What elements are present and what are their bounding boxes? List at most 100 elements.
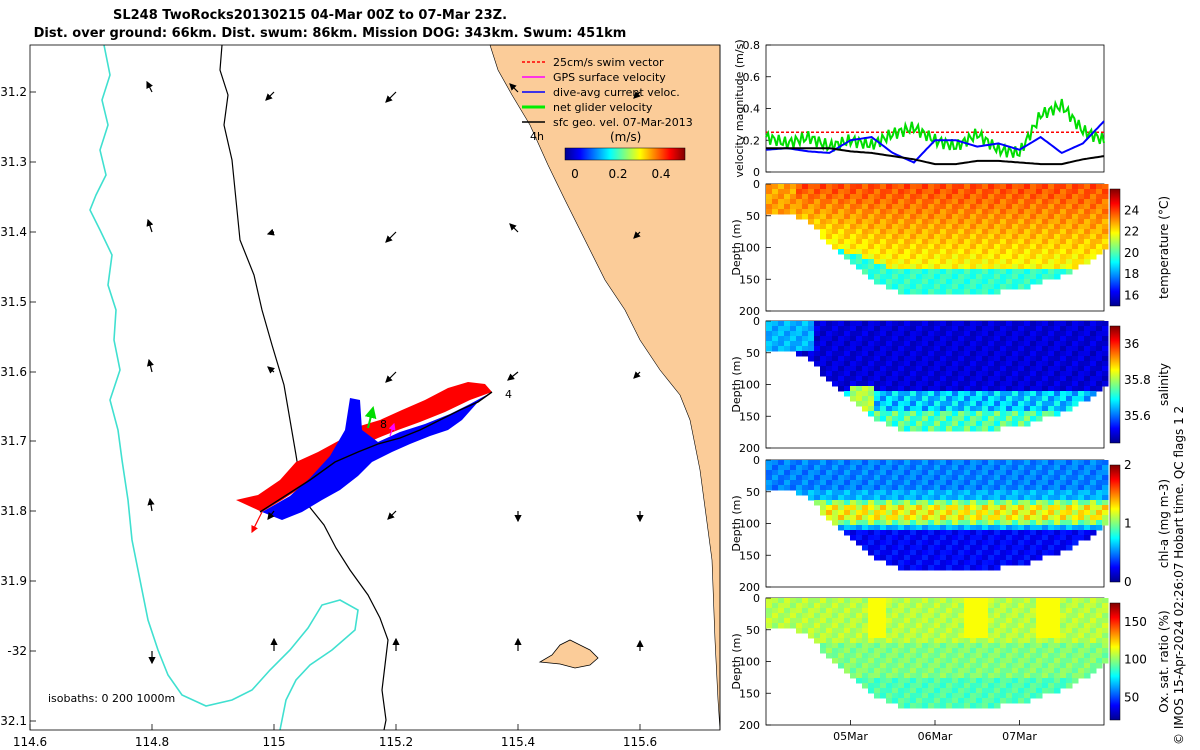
chl-a-cell: [934, 460, 941, 466]
temperature-cell: [874, 209, 881, 215]
temperature-cell: [862, 199, 869, 205]
salinity-cell: [1054, 361, 1061, 367]
oxygen-cell: [988, 658, 995, 664]
salinity-cell: [964, 341, 971, 347]
chl-a-cell: [958, 495, 965, 501]
oxygen-cell: [784, 618, 791, 624]
chl-a-cell: [868, 520, 875, 526]
oxygen-cell: [808, 623, 815, 629]
oxygen-cell: [880, 648, 887, 654]
temperature-cell: [922, 244, 929, 250]
oxygen-cell: [862, 653, 869, 659]
chl-a-cell: [772, 485, 779, 491]
chl-a-cell: [928, 460, 935, 466]
lon-tick-label: 114.6: [13, 735, 47, 749]
temperature-cell: [988, 264, 995, 270]
temperature-cell: [1048, 184, 1055, 190]
oxygen-cell: [940, 698, 947, 704]
temperature-cell: [1042, 264, 1049, 270]
chl-a-cell: [1054, 485, 1061, 491]
chl-a-cell: [976, 490, 983, 496]
salinity-cell: [802, 336, 809, 342]
temperature-cell: [1102, 199, 1109, 205]
chl-a-cell: [964, 460, 971, 466]
temperature-cell: [916, 224, 923, 230]
salinity-cell: [1042, 356, 1049, 362]
salinity-cell: [1048, 321, 1055, 327]
temperature-cell: [1102, 234, 1109, 240]
temperature-cell: [946, 244, 953, 250]
chl-a-cell: [1012, 475, 1019, 481]
temperature-cell: [910, 209, 917, 215]
oxygen-cell: [1078, 603, 1085, 609]
oxygen-cell: [796, 628, 803, 634]
chl-a-cell: [1018, 480, 1025, 486]
chl-a-cell: [1036, 545, 1043, 551]
salinity-cell: [844, 346, 851, 352]
oxygen-cell: [952, 613, 959, 619]
chl-a-cell: [892, 535, 899, 541]
salinity-cell: [1006, 346, 1013, 352]
lon-tick-label: 115.4: [501, 735, 535, 749]
salinity-colorbar-label: salinity: [1157, 363, 1171, 406]
oxygen-cell: [934, 678, 941, 684]
salinity-cell: [868, 356, 875, 362]
chl-a-cell: [976, 460, 983, 466]
chl-a-cell: [916, 530, 923, 536]
salinity-cell: [904, 416, 911, 422]
chl-a-cell: [856, 535, 863, 541]
salinity-cell: [880, 331, 887, 337]
salinity-cell: [1078, 391, 1085, 397]
chl-a-cell: [994, 525, 1001, 531]
temperature-cell: [904, 244, 911, 250]
oxygen-cell: [964, 663, 971, 669]
oxygen-cell: [1006, 623, 1013, 629]
map-panel: 8 4 4h 114.6 114.8 115 115.2 115.4 115.6 31.2…: [0, 44, 721, 749]
salinity-cell: [868, 361, 875, 367]
chl-a-cell: [964, 480, 971, 486]
temperature-ylabel: Depth (m): [730, 219, 743, 275]
salinity-cell: [898, 361, 905, 367]
salinity-cell: [1006, 386, 1013, 392]
chl-a-cell: [916, 560, 923, 566]
temperature-cell: [856, 249, 863, 255]
salinity-cell: [1060, 331, 1067, 337]
chl-a-cell: [958, 535, 965, 541]
temperature-cell: [1006, 209, 1013, 215]
oxygen-cell: [922, 598, 929, 604]
oxygen-cell: [1066, 623, 1073, 629]
oxygen-cell: [976, 598, 983, 604]
temperature-cell: [1084, 219, 1091, 225]
temperature-cell: [1066, 259, 1073, 265]
oxygen-cell: [1078, 653, 1085, 659]
chl-a-cell: [1072, 470, 1079, 476]
salinity-cell: [1078, 346, 1085, 352]
temperature-cell: [850, 214, 857, 220]
oxygen-cell: [1030, 693, 1037, 699]
salinity-cell: [898, 371, 905, 377]
oxygen-cell: [994, 638, 1001, 644]
chl-a-cell: [820, 460, 827, 466]
chl-a-cell: [916, 470, 923, 476]
chl-a-cell: [892, 550, 899, 556]
land-area: [489, 44, 721, 731]
chl-a-cell: [898, 545, 905, 551]
temperature-cell: [1024, 279, 1031, 285]
temperature-cell: [952, 264, 959, 270]
salinity-cell: [1084, 351, 1091, 357]
oxygen-cell: [946, 623, 953, 629]
chl-a-cell: [982, 535, 989, 541]
oxygen-cell: [1006, 603, 1013, 609]
oxygen-cell: [988, 663, 995, 669]
chl-a-cell: [784, 460, 791, 466]
temperature-cell: [1042, 254, 1049, 260]
temperature-cell: [952, 199, 959, 205]
chl-a-cell: [988, 505, 995, 511]
chl-a-cell: [1084, 495, 1091, 501]
oxygen-cell: [778, 618, 785, 624]
oxygen-cell: [1030, 688, 1037, 694]
temperature-cell: [1102, 224, 1109, 230]
salinity-cell: [886, 406, 893, 412]
salinity-cell: [982, 356, 989, 362]
temperature-cell: [1030, 274, 1037, 280]
